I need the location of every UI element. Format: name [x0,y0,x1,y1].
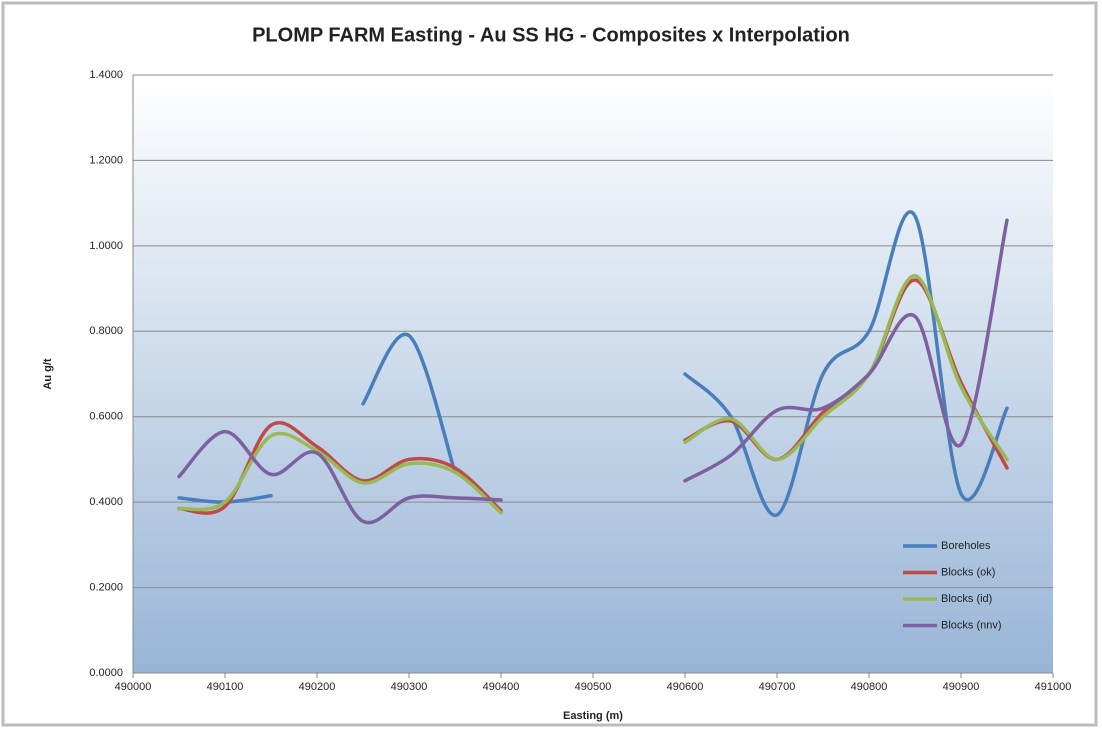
x-tick-label: 490800 [851,681,888,693]
y-tick-label: 0.8000 [89,325,123,337]
x-tick-label: 490300 [391,681,428,693]
legend-label: Blocks (id) [941,593,992,605]
x-tick-label: 490400 [483,681,520,693]
x-tick-label: 491000 [1035,681,1072,693]
x-tick-label: 490900 [943,681,980,693]
legend-label: Blocks (ok) [941,566,995,578]
y-tick-label: 1.0000 [89,240,123,252]
x-tick-label: 490000 [115,681,152,693]
legend-label: Blocks (nnv) [941,619,1002,631]
plot-area [133,75,1053,673]
x-tick-label: 490100 [207,681,244,693]
y-axis-title: Au g/t [42,358,54,389]
chart-title: PLOMP FARM Easting - Au SS HG - Composit… [252,24,850,46]
x-axis-title: Easting (m) [563,710,623,722]
y-tick-label: 1.4000 [89,69,123,81]
y-tick-label: 1.2000 [89,154,123,166]
legend-label: Boreholes [941,540,991,552]
y-tick-label: 0.2000 [89,581,123,593]
y-tick-label: 0.6000 [89,411,123,423]
x-tick-label: 490500 [575,681,612,693]
x-tick-label: 490600 [667,681,704,693]
series-line [177,218,1009,525]
x-tick-label: 490700 [759,681,796,693]
x-tick-label: 490200 [299,681,336,693]
y-tick-label: 0.0000 [89,667,123,679]
y-tick-label: 0.4000 [89,496,123,508]
